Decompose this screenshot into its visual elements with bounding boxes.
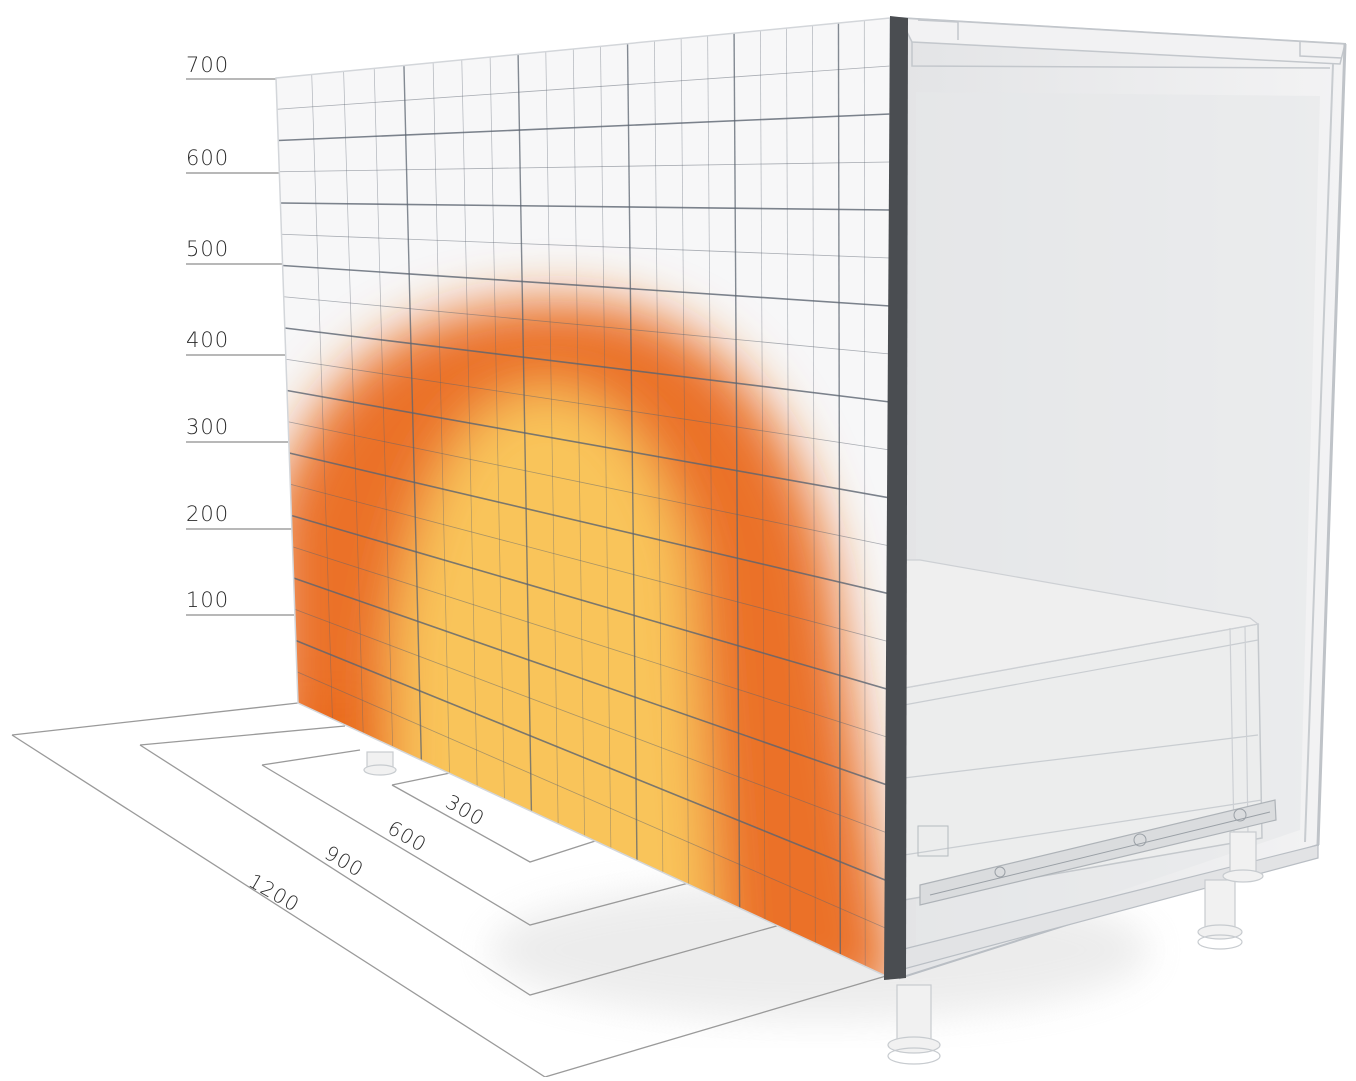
grid-line-horizontal (279, 161, 890, 173)
grid-line-horizontal (294, 608, 890, 835)
height-label-400: 400 (186, 328, 229, 352)
grid-line-horizontal (282, 264, 890, 307)
cabinet-foot (1197, 879, 1243, 950)
height-scale (186, 78, 294, 616)
height-label-100: 100 (186, 588, 229, 612)
grid-line-horizontal (283, 296, 890, 355)
depth-label-600: 600 (384, 816, 432, 857)
grid-line-horizontal (295, 639, 890, 883)
height-label-700: 700 (186, 53, 229, 77)
grid-line-horizontal (286, 389, 890, 499)
panel-edge (884, 16, 908, 980)
drawer-runner (919, 799, 1277, 906)
grid-lines (277, 20, 890, 967)
grid-line-horizontal (291, 514, 890, 691)
height-labels: 700 600 500 400 300 200 100 (186, 53, 229, 612)
depth-bracket-600 (261, 764, 701, 926)
grid-line-horizontal (281, 233, 890, 259)
feet-icon (363, 751, 1264, 1065)
grid-line-horizontal (280, 202, 890, 211)
depth-labels: 300 600 900 1200 (245, 790, 490, 917)
depth-bracket-900 (139, 744, 781, 996)
height-label-300: 300 (186, 415, 229, 439)
cabinet-foot (363, 751, 397, 776)
grid-line-horizontal (284, 327, 890, 403)
grid-line-horizontal (285, 358, 890, 451)
height-label-200: 200 (186, 502, 229, 526)
depth-bracket-300 (391, 784, 621, 863)
cabinet-top-rail (898, 17, 1346, 65)
height-label-600: 600 (186, 146, 229, 170)
grid-line-horizontal (278, 113, 890, 142)
heat-map-panel (275, 17, 891, 980)
grid-line-horizontal (289, 452, 890, 595)
grid-line-horizontal (293, 577, 890, 787)
height-label-500: 500 (186, 237, 229, 261)
cabinet-foot (887, 984, 941, 1065)
grid-line-horizontal (296, 671, 890, 931)
cabinet-foot (1222, 831, 1264, 883)
depth-label-1200: 1200 (245, 869, 305, 917)
grid-line-horizontal (292, 546, 890, 739)
grid-line-horizontal (288, 421, 890, 547)
cabinet-icon (898, 16, 1347, 980)
depth-label-300: 300 (442, 790, 490, 831)
grid-line-horizontal (290, 483, 890, 643)
grid-line-horizontal (277, 65, 890, 110)
